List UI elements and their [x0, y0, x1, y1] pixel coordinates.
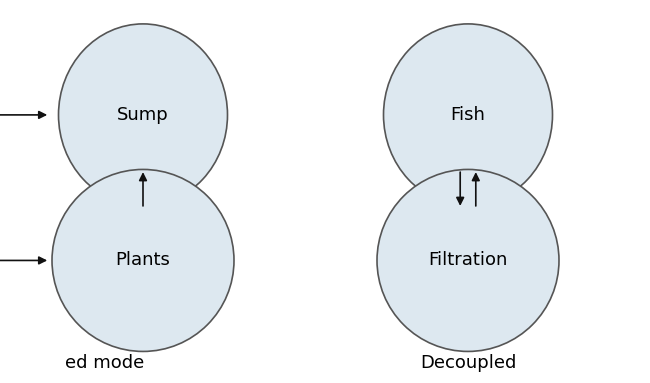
Text: Decoupled: Decoupled — [420, 354, 516, 372]
Text: Plants: Plants — [116, 252, 170, 269]
Ellipse shape — [384, 24, 552, 206]
Text: ed mode: ed mode — [65, 354, 144, 372]
Ellipse shape — [52, 169, 234, 352]
Text: Filtration: Filtration — [428, 252, 508, 269]
Text: Sump: Sump — [117, 106, 169, 124]
Ellipse shape — [377, 169, 559, 352]
Text: Fish: Fish — [450, 106, 486, 124]
Ellipse shape — [58, 24, 228, 206]
